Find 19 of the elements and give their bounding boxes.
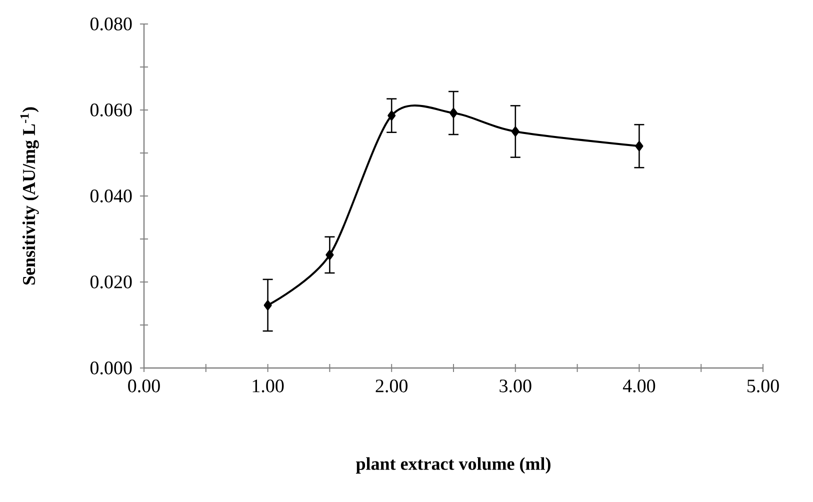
y-tick-label: 0.040 <box>90 190 132 202</box>
y-axis-title: Sensitivity (AU/mg L$^{-1}$) <box>20 107 39 285</box>
point <box>264 300 272 310</box>
x-tick-label: 2.00 <box>376 380 408 392</box>
point <box>326 250 334 260</box>
x-tick-label: 3.00 <box>500 380 532 392</box>
x-tick-label: 4.00 <box>622 380 656 392</box>
point <box>388 110 396 121</box>
y-tick-label: 0.020 <box>90 276 132 288</box>
y-tick-label: 0.060 <box>90 104 132 116</box>
x-tick-label: 1.00 <box>252 380 284 392</box>
x-tick-label: 0.00 <box>128 380 160 392</box>
point <box>635 141 644 152</box>
y-tick-label: 0.080 <box>90 18 132 30</box>
x-axis-title: plant extract volume (ml) <box>356 457 550 474</box>
point <box>511 126 520 136</box>
point <box>450 108 458 118</box>
y-tick-label: 0.000 <box>90 362 132 374</box>
x-tick-label: 5.00 <box>747 380 779 392</box>
